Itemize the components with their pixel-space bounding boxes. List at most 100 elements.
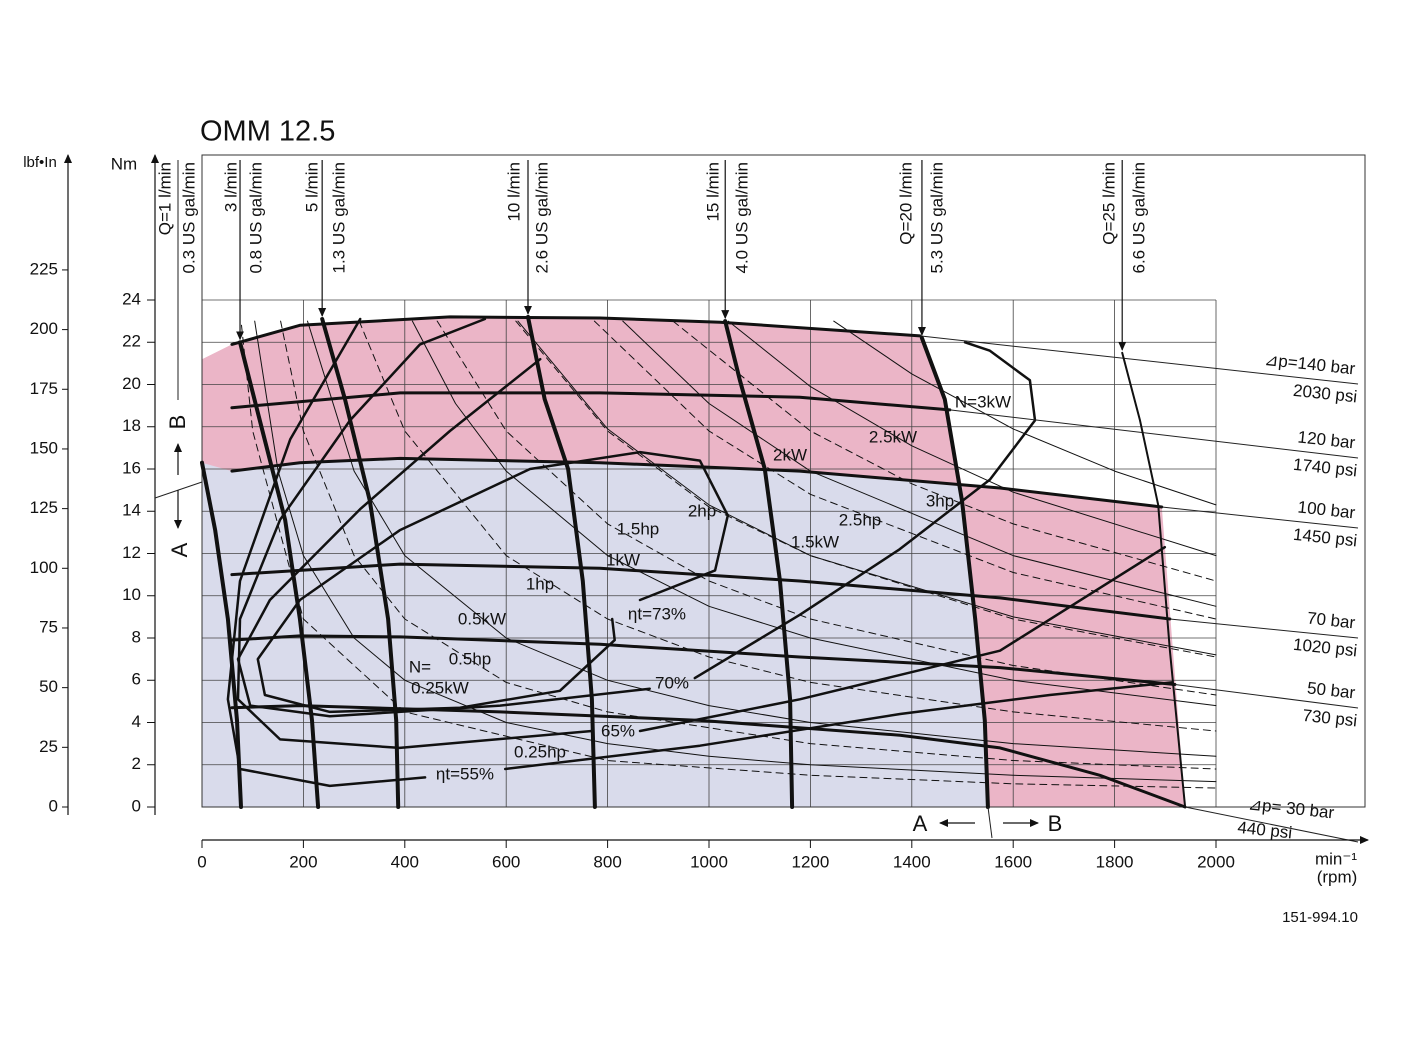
- pressure-line: [230, 634, 1177, 686]
- flow-line: [919, 336, 990, 809]
- pressure-label: 100 bar: [1297, 498, 1357, 523]
- efficiency-label: ηt=55%: [436, 764, 494, 783]
- y-tick-label: 14: [122, 501, 141, 520]
- power-hp-curve: [436, 320, 1217, 696]
- port-label: B: [1048, 811, 1063, 836]
- x-tick-label: 1000: [690, 852, 728, 871]
- power-kw-curve: [517, 320, 1217, 656]
- y-tick-label: 16: [122, 458, 141, 477]
- power-hp-curve: [515, 320, 1217, 658]
- flow-label: Q=1 l/min: [155, 162, 174, 235]
- y2-tick-label: 50: [39, 677, 58, 696]
- y2-tick-label: 100: [30, 558, 58, 577]
- leader-line: [1169, 618, 1359, 639]
- power-label-prefix: N=: [409, 657, 431, 676]
- flow-label: 5.3 US gal/min: [927, 162, 946, 274]
- y-tick-label: 4: [132, 712, 141, 731]
- power-label: 1hp: [526, 574, 554, 593]
- efficiency-curve: [236, 317, 1167, 750]
- pressure-label: 50 bar: [1306, 679, 1356, 703]
- flow-label: 5 l/min: [302, 162, 321, 212]
- flow-label: Q=25 l/min: [1099, 162, 1118, 245]
- power-label: 1kW: [606, 550, 640, 569]
- port-label: A: [167, 542, 192, 557]
- y2-tick-label: 200: [30, 319, 58, 338]
- leader-line: [1184, 806, 1359, 843]
- y-tick-label: 2: [132, 754, 141, 773]
- flow-line: [723, 319, 795, 809]
- flow-label: 2.6 US gal/min: [532, 162, 551, 274]
- pressure-label: 70 bar: [1306, 609, 1356, 633]
- plot-frame: [201, 154, 1366, 808]
- x-axis-label: min⁻¹: [1315, 849, 1357, 868]
- power-label: 2kW: [773, 445, 807, 464]
- flow-label: 1.3 US gal/min: [329, 162, 348, 274]
- y2-axis-label: lbf•In: [23, 154, 57, 171]
- y-tick-label: 10: [122, 585, 141, 604]
- power-label: 2.5hp: [839, 510, 882, 529]
- x-tick-label: 1200: [791, 852, 829, 871]
- y2-tick-label: 125: [30, 498, 58, 517]
- pressure-label: 1740 psi: [1292, 455, 1358, 481]
- flow-label: 15 l/min: [703, 162, 722, 222]
- y-axis-label: Nm: [111, 154, 137, 173]
- x-tick-label: 200: [289, 852, 317, 871]
- power-label: 0.5hp: [449, 649, 492, 668]
- power-label: 2.5kW: [869, 427, 917, 446]
- power-label: 1.5kW: [791, 532, 839, 551]
- x-axis-label: (rpm): [1317, 867, 1358, 886]
- power-kw-curve: [254, 320, 1217, 783]
- x-tick-label: 800: [593, 852, 621, 871]
- y-tick-label: 8: [132, 627, 141, 646]
- power-label: 0.5kW: [458, 609, 506, 628]
- y-tick-label: 22: [122, 332, 141, 351]
- pressure-label: 120 bar: [1297, 428, 1357, 453]
- x-tick-label: 2000: [1197, 852, 1235, 871]
- pressure-line: [230, 704, 1187, 809]
- power-label: 0.25hp: [514, 742, 566, 761]
- labels: 0246810121416182022240255075100125150175…: [30, 162, 1358, 871]
- flow-line: [200, 460, 243, 809]
- pressure-line: [230, 315, 922, 346]
- curves: [200, 160, 1359, 843]
- power-label: 3hp: [926, 491, 954, 510]
- port-label: A: [913, 811, 928, 836]
- y-tick-label: 0: [132, 796, 141, 815]
- efficiency-label: 70%: [655, 673, 689, 692]
- power-hp-curve: [241, 324, 1217, 789]
- y2-tick-label: 0: [49, 796, 58, 815]
- y2-tick-label: 225: [30, 259, 58, 278]
- leader-line: [949, 409, 1359, 459]
- power-hp-curve: [280, 320, 1217, 770]
- power-kw-curve: [833, 320, 1217, 506]
- pressure-line: [230, 562, 1172, 621]
- x-tick-label: 0: [197, 852, 206, 871]
- power-label: 0.25kW: [411, 678, 469, 697]
- pressure-label: 730 psi: [1302, 706, 1359, 731]
- power-hp-curve: [672, 320, 1217, 582]
- efficiency-curve: [256, 450, 730, 714]
- x-tick-label: 1400: [893, 852, 931, 871]
- y-tick-label: 24: [122, 289, 141, 308]
- y2-tick-label: 175: [30, 379, 58, 398]
- flow-line: [238, 340, 321, 809]
- flow-label: 4.0 US gal/min: [732, 162, 751, 274]
- power-label: 2hp: [688, 501, 716, 520]
- leader-line: [1174, 683, 1359, 709]
- y-tick-label: 20: [122, 374, 141, 393]
- y-tick-label: 12: [122, 543, 141, 562]
- pressure-label: 1450 psi: [1292, 525, 1358, 551]
- flow-label: 10 l/min: [504, 162, 523, 222]
- pressure-line: [230, 456, 1164, 509]
- figure-code: 151-994.10: [1282, 909, 1358, 926]
- efficiency-label: 65%: [601, 721, 635, 740]
- pressure-label: ⊿p= 30 bar: [1247, 794, 1335, 822]
- flow-label: 0.8 US gal/min: [246, 162, 265, 274]
- power-hp-curve: [593, 320, 1217, 620]
- x-tick-label: 1600: [994, 852, 1032, 871]
- x-tick-label: 600: [492, 852, 520, 871]
- pressure-label: 2030 psi: [1292, 381, 1358, 407]
- leader-line: [987, 806, 993, 839]
- y2-tick-label: 25: [39, 737, 58, 756]
